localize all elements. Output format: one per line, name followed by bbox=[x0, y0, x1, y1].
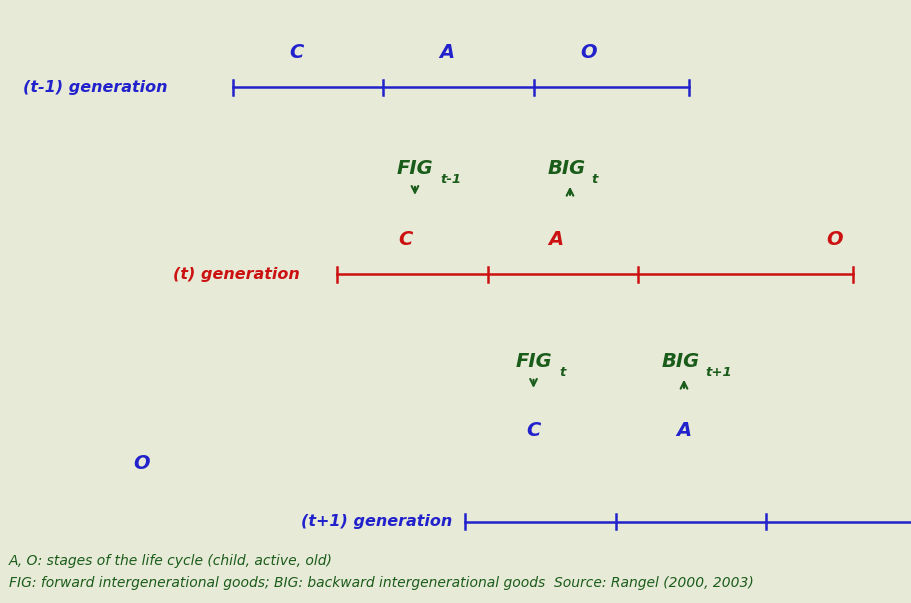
Text: t: t bbox=[590, 173, 597, 186]
Text: (t+1) generation: (t+1) generation bbox=[301, 514, 452, 529]
Text: A, O: stages of the life cycle (child, active, old): A, O: stages of the life cycle (child, a… bbox=[9, 554, 333, 568]
Text: C: C bbox=[526, 421, 540, 440]
Text: O: O bbox=[579, 43, 596, 62]
Text: O: O bbox=[133, 454, 149, 473]
Text: C: C bbox=[398, 230, 413, 249]
Text: t: t bbox=[558, 366, 565, 379]
Text: O: O bbox=[825, 230, 842, 249]
Text: (t-1) generation: (t-1) generation bbox=[23, 80, 167, 95]
Text: t-1: t-1 bbox=[440, 173, 461, 186]
Text: FIG: forward intergenerational goods; BIG: backward intergenerational goods  Sou: FIG: forward intergenerational goods; BI… bbox=[9, 576, 753, 590]
Text: A: A bbox=[439, 43, 454, 62]
Text: A: A bbox=[548, 230, 563, 249]
Text: FIG: FIG bbox=[396, 159, 433, 178]
Text: A: A bbox=[676, 421, 691, 440]
Text: C: C bbox=[289, 43, 303, 62]
Text: t+1: t+1 bbox=[704, 366, 731, 379]
Text: (t) generation: (t) generation bbox=[173, 267, 300, 282]
Text: BIG: BIG bbox=[660, 352, 699, 371]
Text: FIG: FIG bbox=[515, 352, 551, 371]
Text: BIG: BIG bbox=[547, 159, 585, 178]
